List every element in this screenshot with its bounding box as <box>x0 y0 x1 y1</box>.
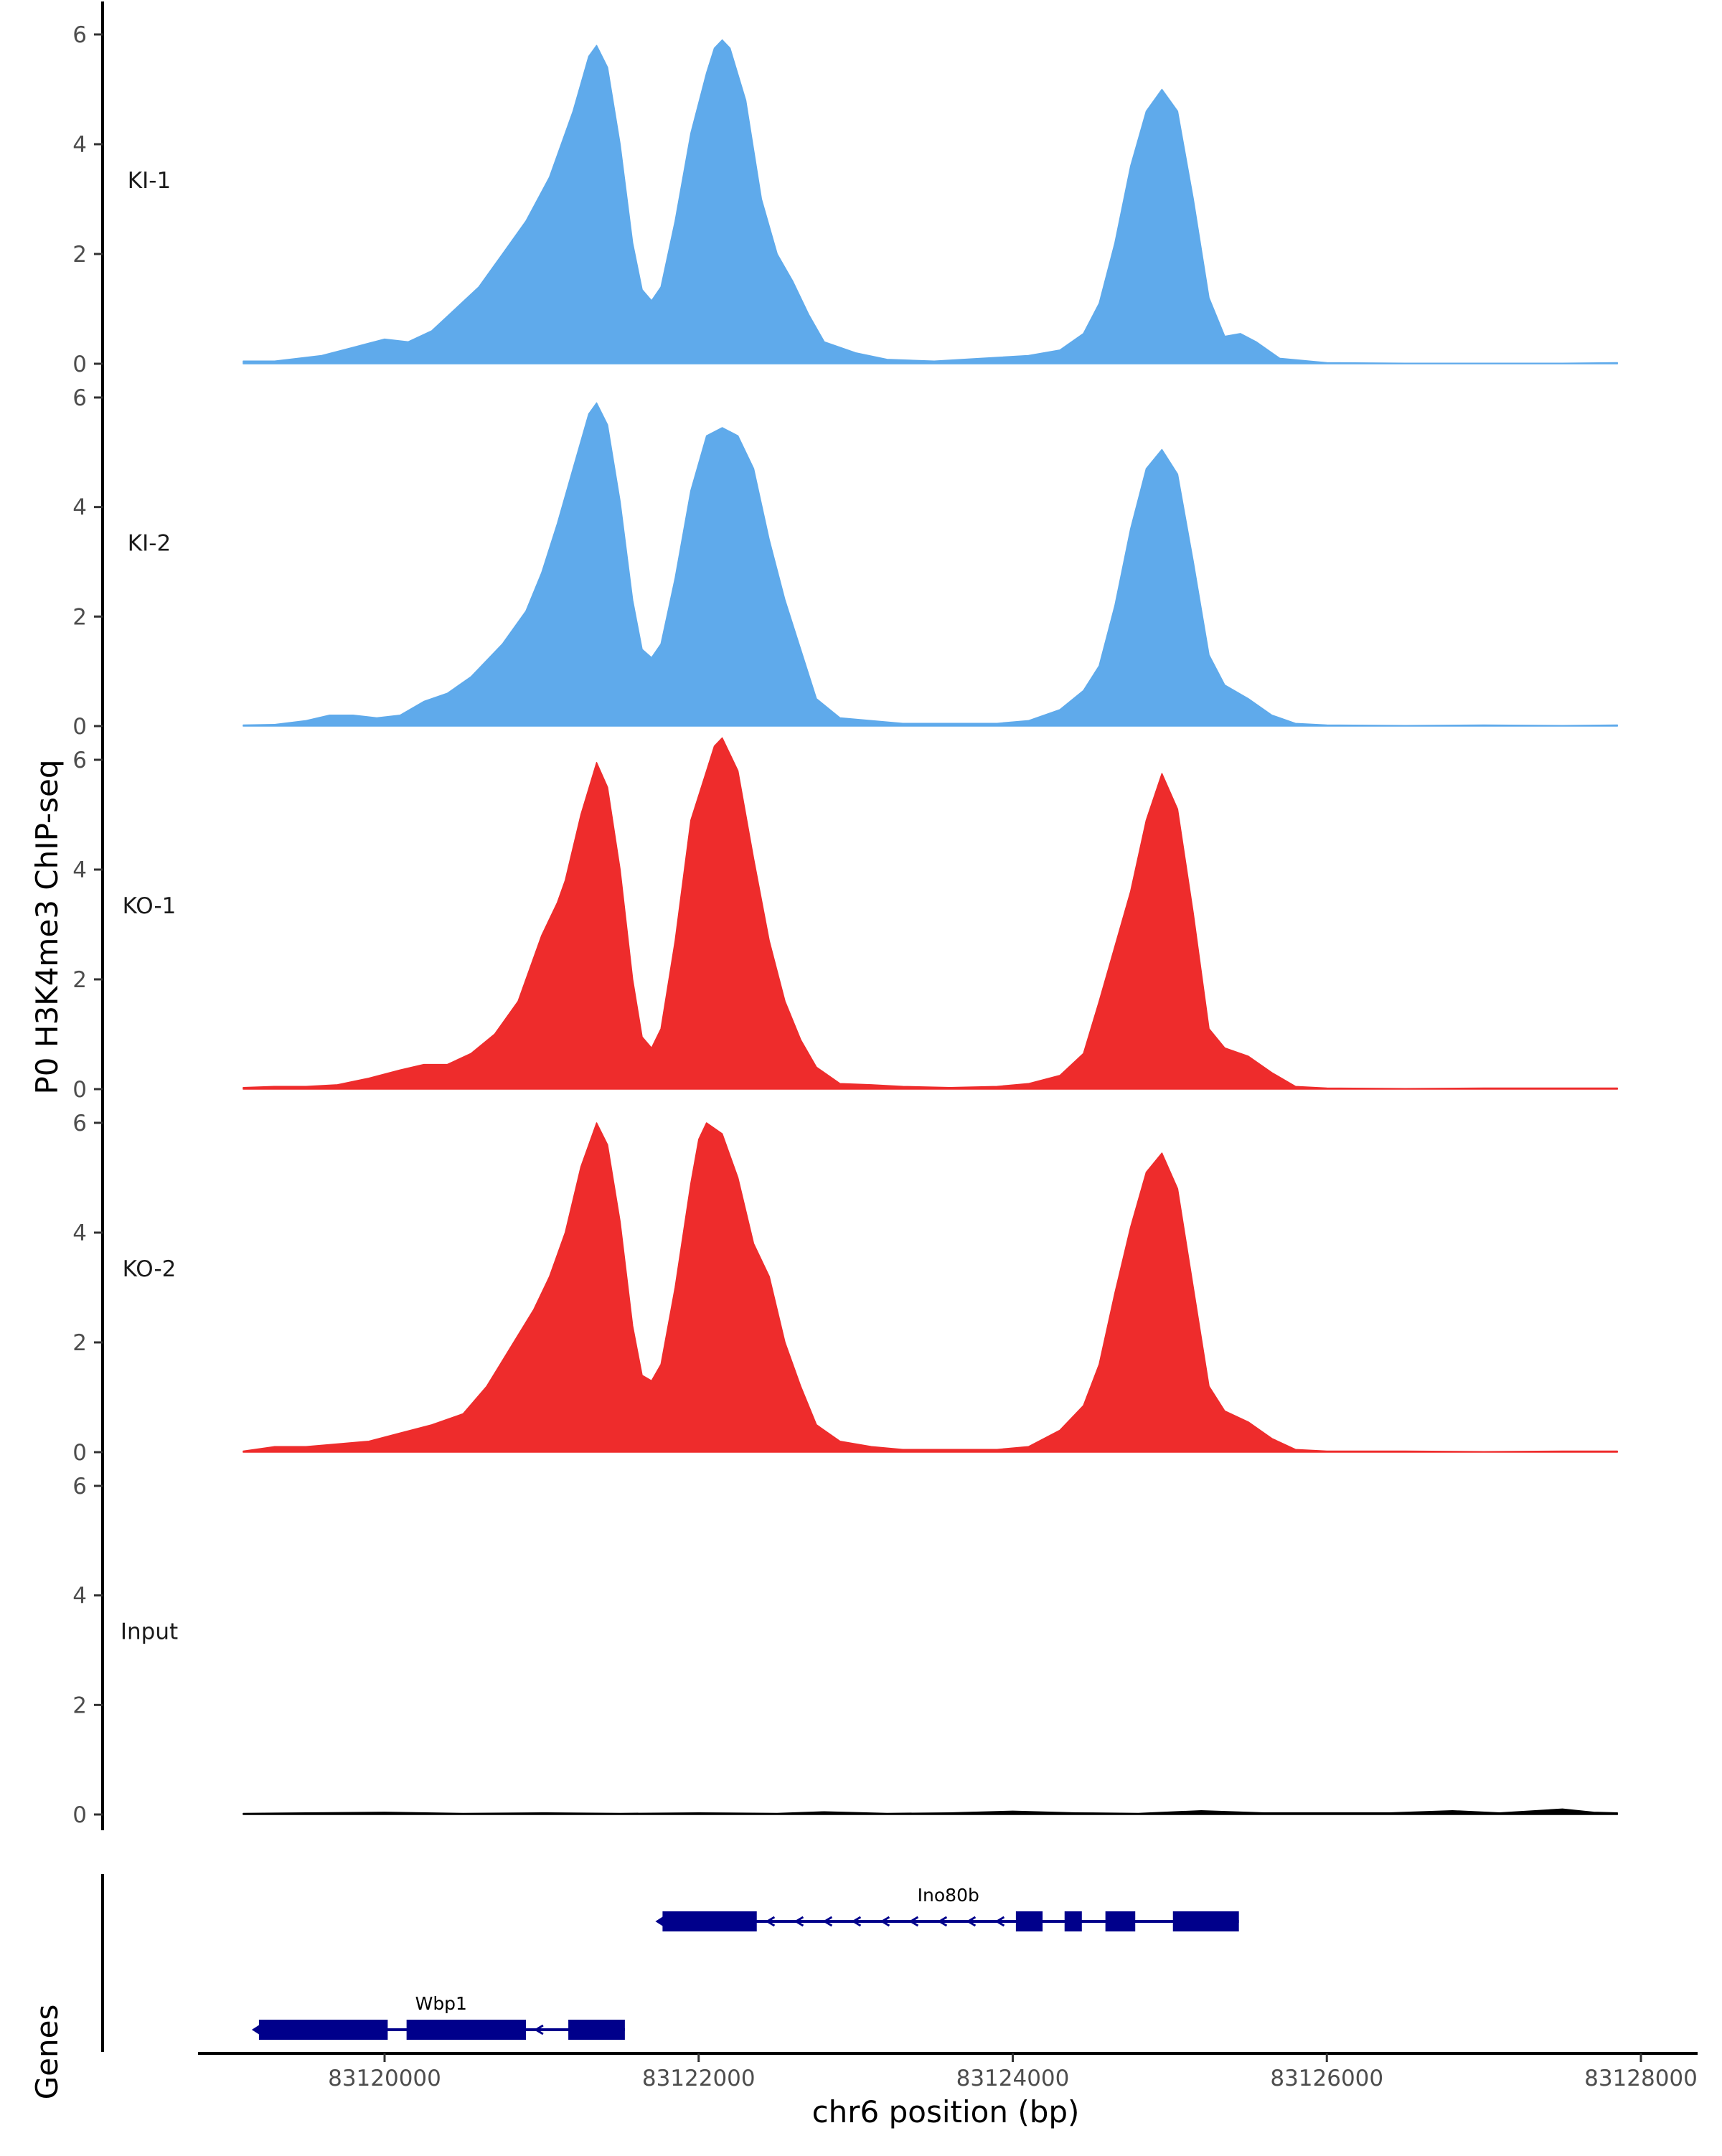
track-ki-2: 0 2 4 6 KI-2 <box>72 364 1618 742</box>
strand-arrow-icon <box>937 1916 948 1927</box>
track-label: KI-2 <box>128 531 171 557</box>
x-axis-title: chr6 position (bp) <box>812 2094 1080 2129</box>
gene-exon <box>258 2020 388 2040</box>
gene-exon <box>1064 1911 1082 1931</box>
gene-exon <box>662 1911 757 1931</box>
x-tick-label: 83124000 <box>956 2066 1070 2091</box>
y-tick-label: 2 <box>72 1693 87 1718</box>
strand-arrow-icon <box>251 2023 262 2036</box>
gene-exon <box>1172 1911 1239 1931</box>
strand-arrow-icon <box>851 1916 862 1927</box>
strand-arrow-icon <box>765 1916 776 1927</box>
y-tick-label: 2 <box>72 604 87 630</box>
y-tick-label: 4 <box>72 857 87 883</box>
gene-exon <box>1015 1911 1043 1931</box>
x-tick-label: 83120000 <box>328 2066 441 2091</box>
strand-arrow-icon <box>533 2024 544 2035</box>
gene-exon <box>568 2020 625 2040</box>
y-tick-label: 0 <box>72 352 87 377</box>
x-axis: 83120000 83122000 83124000 83126000 83128000 <box>198 2052 1698 2091</box>
track-ki-1: 0 2 4 6 KI-1 <box>72 1 1618 380</box>
track-label: Input <box>121 1619 178 1645</box>
track-ko-2: 0 2 4 6 KO-2 <box>72 1090 1618 1468</box>
y-tick-label: 0 <box>72 714 87 740</box>
strand-arrow-icon <box>908 1916 919 1927</box>
gene-exon <box>406 2020 526 2040</box>
x-tick-label: 83128000 <box>1584 2066 1698 2091</box>
y-tick-label: 4 <box>72 495 87 521</box>
gene-ino80b: Ino80b <box>655 1885 1239 1931</box>
y-tick-label: 6 <box>72 22 87 48</box>
coverage-tracks: 0 2 4 6 KI-1 0 2 4 6 KI-2 0 2 4 6 KO-1 0 2 4 6 KO-2 0 2 4 6 Inpu… <box>72 1 1618 1830</box>
coverage-area <box>243 39 1618 364</box>
track-label: KO-2 <box>123 1256 177 1282</box>
strand-arrow-icon <box>994 1916 1005 1927</box>
x-tick-label: 83122000 <box>642 2066 756 2091</box>
y-tick-label: 2 <box>72 242 87 268</box>
y-tick-label: 0 <box>72 1440 87 1466</box>
y-tick-label: 0 <box>72 1802 87 1828</box>
strand-arrow-icon <box>655 1915 666 1928</box>
gene-annotation-panel: Ino80b Wbp1 <box>101 1874 1239 2052</box>
gene-wbp1: Wbp1 <box>251 1993 625 2040</box>
y-tick-label: 2 <box>72 1330 87 1356</box>
y-tick-label: 6 <box>72 1474 87 1500</box>
gene-exon <box>1105 1911 1136 1931</box>
y-tick-label: 6 <box>72 748 87 773</box>
strand-arrow-icon <box>966 1916 977 1927</box>
gene-name-label: Ino80b <box>918 1885 979 1906</box>
x-tick-label: 83126000 <box>1270 2066 1383 2091</box>
y-tick-label: 4 <box>72 1220 87 1246</box>
track-label: KO-1 <box>123 893 177 919</box>
track-label: KI-1 <box>128 168 171 194</box>
y-tick-label: 2 <box>72 967 87 993</box>
coverage-area <box>243 402 1618 727</box>
gene-name-label: Wbp1 <box>415 1993 467 2014</box>
y-tick-label: 6 <box>72 1111 87 1136</box>
strand-arrow-icon <box>794 1916 804 1927</box>
track-ko-1: 0 2 4 6 KO-1 <box>72 727 1618 1105</box>
y-tick-label: 4 <box>72 132 87 158</box>
coverage-area <box>243 1808 1618 1815</box>
track-input: 0 2 4 6 Input <box>72 1453 1618 1830</box>
y-tick-label: 0 <box>72 1077 87 1103</box>
strand-arrow-icon <box>880 1916 890 1927</box>
coverage-area <box>243 1122 1618 1453</box>
y-tick-label: 4 <box>72 1583 87 1609</box>
coverage-area <box>243 737 1618 1090</box>
genes-panel-title: Genes <box>29 2005 65 2100</box>
y-axis-title: P0 H3K4me3 ChIP-seq <box>29 759 65 1094</box>
y-tick-label: 6 <box>72 385 87 411</box>
strand-arrow-icon <box>822 1916 833 1927</box>
